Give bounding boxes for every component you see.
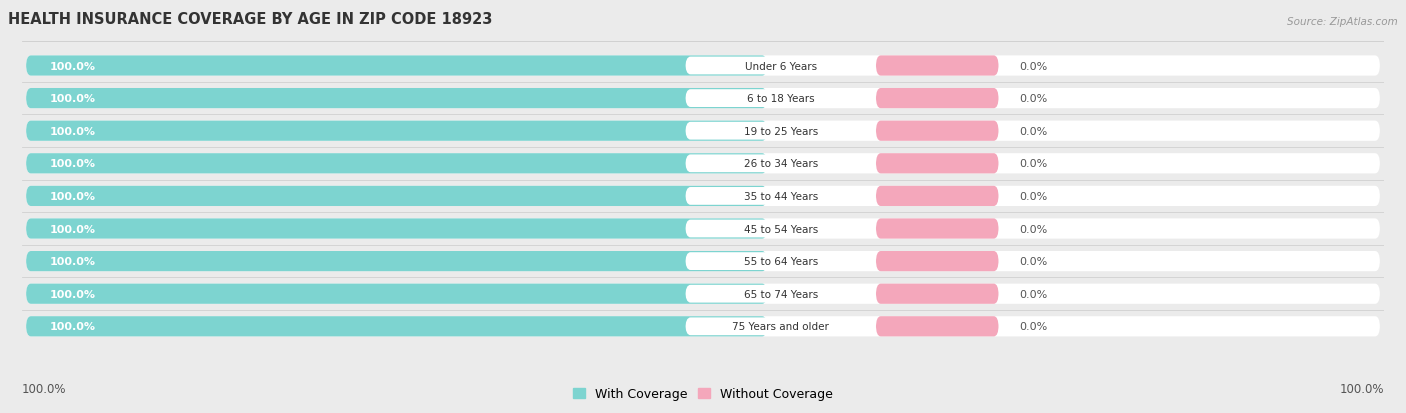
Text: Under 6 Years: Under 6 Years (745, 62, 817, 71)
Text: 75 Years and older: 75 Years and older (733, 322, 830, 332)
FancyBboxPatch shape (876, 121, 998, 142)
Text: 0.0%: 0.0% (1019, 289, 1047, 299)
FancyBboxPatch shape (27, 252, 768, 272)
FancyBboxPatch shape (27, 154, 768, 174)
FancyBboxPatch shape (22, 184, 1384, 209)
FancyBboxPatch shape (22, 119, 1384, 143)
Text: 100.0%: 100.0% (1340, 382, 1384, 395)
Text: 100.0%: 100.0% (49, 224, 96, 234)
Text: Source: ZipAtlas.com: Source: ZipAtlas.com (1286, 17, 1398, 26)
FancyBboxPatch shape (22, 282, 1384, 306)
Text: 45 to 54 Years: 45 to 54 Years (744, 224, 818, 234)
FancyBboxPatch shape (22, 217, 1384, 241)
FancyBboxPatch shape (876, 186, 998, 206)
FancyBboxPatch shape (22, 249, 1384, 273)
Text: 0.0%: 0.0% (1019, 224, 1047, 234)
Text: 100.0%: 100.0% (49, 159, 96, 169)
Text: 100.0%: 100.0% (49, 256, 96, 266)
FancyBboxPatch shape (685, 155, 876, 173)
FancyBboxPatch shape (876, 56, 998, 76)
FancyBboxPatch shape (685, 318, 876, 335)
FancyBboxPatch shape (685, 57, 876, 75)
FancyBboxPatch shape (876, 316, 998, 337)
FancyBboxPatch shape (876, 154, 998, 174)
Text: 0.0%: 0.0% (1019, 322, 1047, 332)
Text: 100.0%: 100.0% (49, 192, 96, 202)
FancyBboxPatch shape (22, 87, 1384, 111)
FancyBboxPatch shape (685, 90, 876, 108)
FancyBboxPatch shape (27, 219, 768, 239)
Text: 100.0%: 100.0% (49, 94, 96, 104)
Text: 65 to 74 Years: 65 to 74 Years (744, 289, 818, 299)
FancyBboxPatch shape (685, 123, 876, 140)
Text: 100.0%: 100.0% (22, 382, 66, 395)
Text: 0.0%: 0.0% (1019, 62, 1047, 71)
FancyBboxPatch shape (876, 252, 998, 272)
FancyBboxPatch shape (22, 54, 1384, 78)
Text: 100.0%: 100.0% (49, 322, 96, 332)
FancyBboxPatch shape (22, 152, 1384, 176)
FancyBboxPatch shape (27, 316, 1379, 337)
FancyBboxPatch shape (27, 56, 768, 76)
Text: 0.0%: 0.0% (1019, 126, 1047, 136)
FancyBboxPatch shape (685, 188, 876, 205)
FancyBboxPatch shape (876, 219, 998, 239)
FancyBboxPatch shape (27, 121, 768, 142)
FancyBboxPatch shape (27, 316, 768, 337)
Text: HEALTH INSURANCE COVERAGE BY AGE IN ZIP CODE 18923: HEALTH INSURANCE COVERAGE BY AGE IN ZIP … (8, 12, 492, 26)
FancyBboxPatch shape (685, 285, 876, 303)
FancyBboxPatch shape (27, 284, 768, 304)
Text: 35 to 44 Years: 35 to 44 Years (744, 192, 818, 202)
FancyBboxPatch shape (27, 284, 1379, 304)
Text: 0.0%: 0.0% (1019, 256, 1047, 266)
FancyBboxPatch shape (876, 89, 998, 109)
Text: 55 to 64 Years: 55 to 64 Years (744, 256, 818, 266)
FancyBboxPatch shape (27, 89, 768, 109)
FancyBboxPatch shape (27, 252, 1379, 272)
Text: 100.0%: 100.0% (49, 62, 96, 71)
Text: 0.0%: 0.0% (1019, 192, 1047, 202)
FancyBboxPatch shape (685, 220, 876, 238)
Text: 0.0%: 0.0% (1019, 94, 1047, 104)
FancyBboxPatch shape (27, 219, 1379, 239)
Text: 100.0%: 100.0% (49, 126, 96, 136)
FancyBboxPatch shape (27, 186, 768, 206)
FancyBboxPatch shape (27, 154, 1379, 174)
Text: 19 to 25 Years: 19 to 25 Years (744, 126, 818, 136)
FancyBboxPatch shape (27, 121, 1379, 142)
Legend: With Coverage, Without Coverage: With Coverage, Without Coverage (572, 387, 834, 400)
Text: 6 to 18 Years: 6 to 18 Years (747, 94, 814, 104)
FancyBboxPatch shape (27, 89, 1379, 109)
Text: 26 to 34 Years: 26 to 34 Years (744, 159, 818, 169)
FancyBboxPatch shape (27, 186, 1379, 206)
FancyBboxPatch shape (22, 314, 1384, 339)
FancyBboxPatch shape (876, 284, 998, 304)
FancyBboxPatch shape (685, 253, 876, 271)
Text: 100.0%: 100.0% (49, 289, 96, 299)
Text: 0.0%: 0.0% (1019, 159, 1047, 169)
FancyBboxPatch shape (27, 56, 1379, 76)
